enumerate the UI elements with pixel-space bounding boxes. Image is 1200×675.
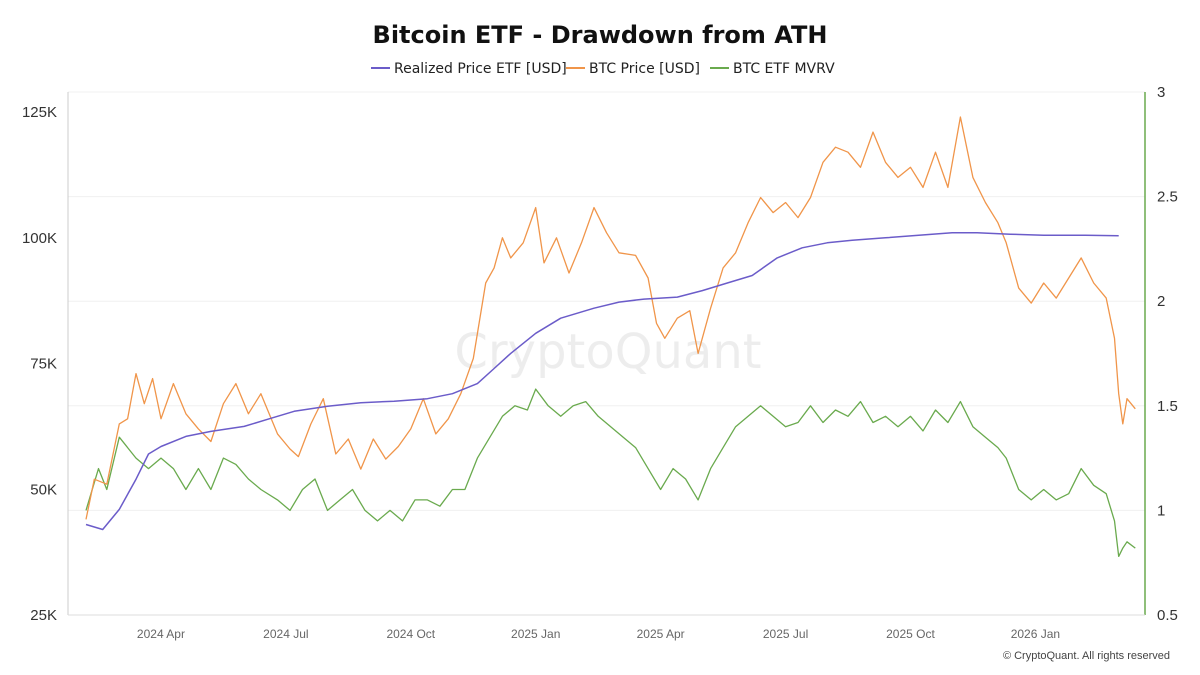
legend-label-mvrv[interactable]: BTC ETF MVRV [733,61,835,77]
x-tick-label: 2025 Jan [511,627,560,641]
y-right-tick-label: 0.5 [1157,607,1178,624]
series-layer [85,116,1136,558]
legend-label-realized-price[interactable]: Realized Price ETF [USD] [394,61,567,77]
x-tick-label: 2026 Jan [1011,627,1060,641]
chart-title: Bitcoin ETF - Drawdown from ATH [373,21,828,49]
legend-label-btc-price[interactable]: BTC Price [USD] [589,61,700,77]
x-tick-label: 2025 Jul [763,627,808,641]
y-left-tick-label: 25K [30,607,57,624]
y-right-tick-label: 2 [1157,293,1165,310]
series-line-realized-price[interactable] [85,231,1119,531]
x-tick-label: 2024 Jul [263,627,308,641]
x-tick-label: 2024 Oct [386,627,435,641]
y-right-ticks: 3 2.5 2 1.5 1 0.5 [1157,84,1178,624]
y-left-tick-label: 125K [22,104,57,121]
y-left-tick-label: 100K [22,230,57,247]
y-left-tick-label: 50K [30,481,57,498]
x-ticks: 2024 Apr 2024 Jul 2024 Oct 2025 Jan 2025… [137,627,1060,641]
series-line-btc-price[interactable] [85,116,1136,520]
y-right-tick-label: 1 [1157,502,1165,519]
y-right-tick-label: 1.5 [1157,398,1178,415]
x-tick-label: 2025 Oct [886,627,935,641]
y-left-ticks: 125K 100K 75K 50K 25K [22,104,57,624]
legend[interactable]: Realized Price ETF [USD] BTC Price [USD]… [371,61,835,77]
y-right-tick-label: 2.5 [1157,189,1178,206]
watermark: CryptoQuant [454,324,761,380]
y-left-tick-label: 75K [30,356,57,373]
x-tick-label: 2024 Apr [137,627,185,641]
y-right-tick-label: 3 [1157,84,1165,101]
series-line-mvrv[interactable] [85,388,1136,558]
x-tick-label: 2025 Apr [637,627,685,641]
copyright-text: © CryptoQuant. All rights reserved [1003,650,1170,662]
